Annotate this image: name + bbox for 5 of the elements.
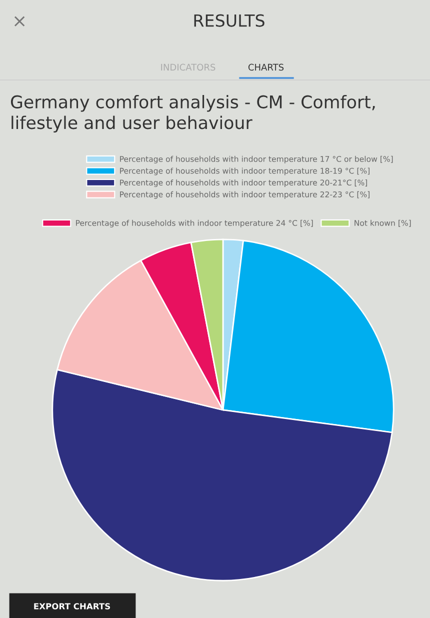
text: EXPORT CHARTS [34, 603, 110, 610]
text: × [14, 16, 25, 26]
text: RESULTS [194, 14, 264, 27]
chart-title: Germany comfort analysis - CM - Comfort, lifestyle and user behaviour [10, 95, 375, 133]
text: CHARTS [248, 64, 284, 71]
